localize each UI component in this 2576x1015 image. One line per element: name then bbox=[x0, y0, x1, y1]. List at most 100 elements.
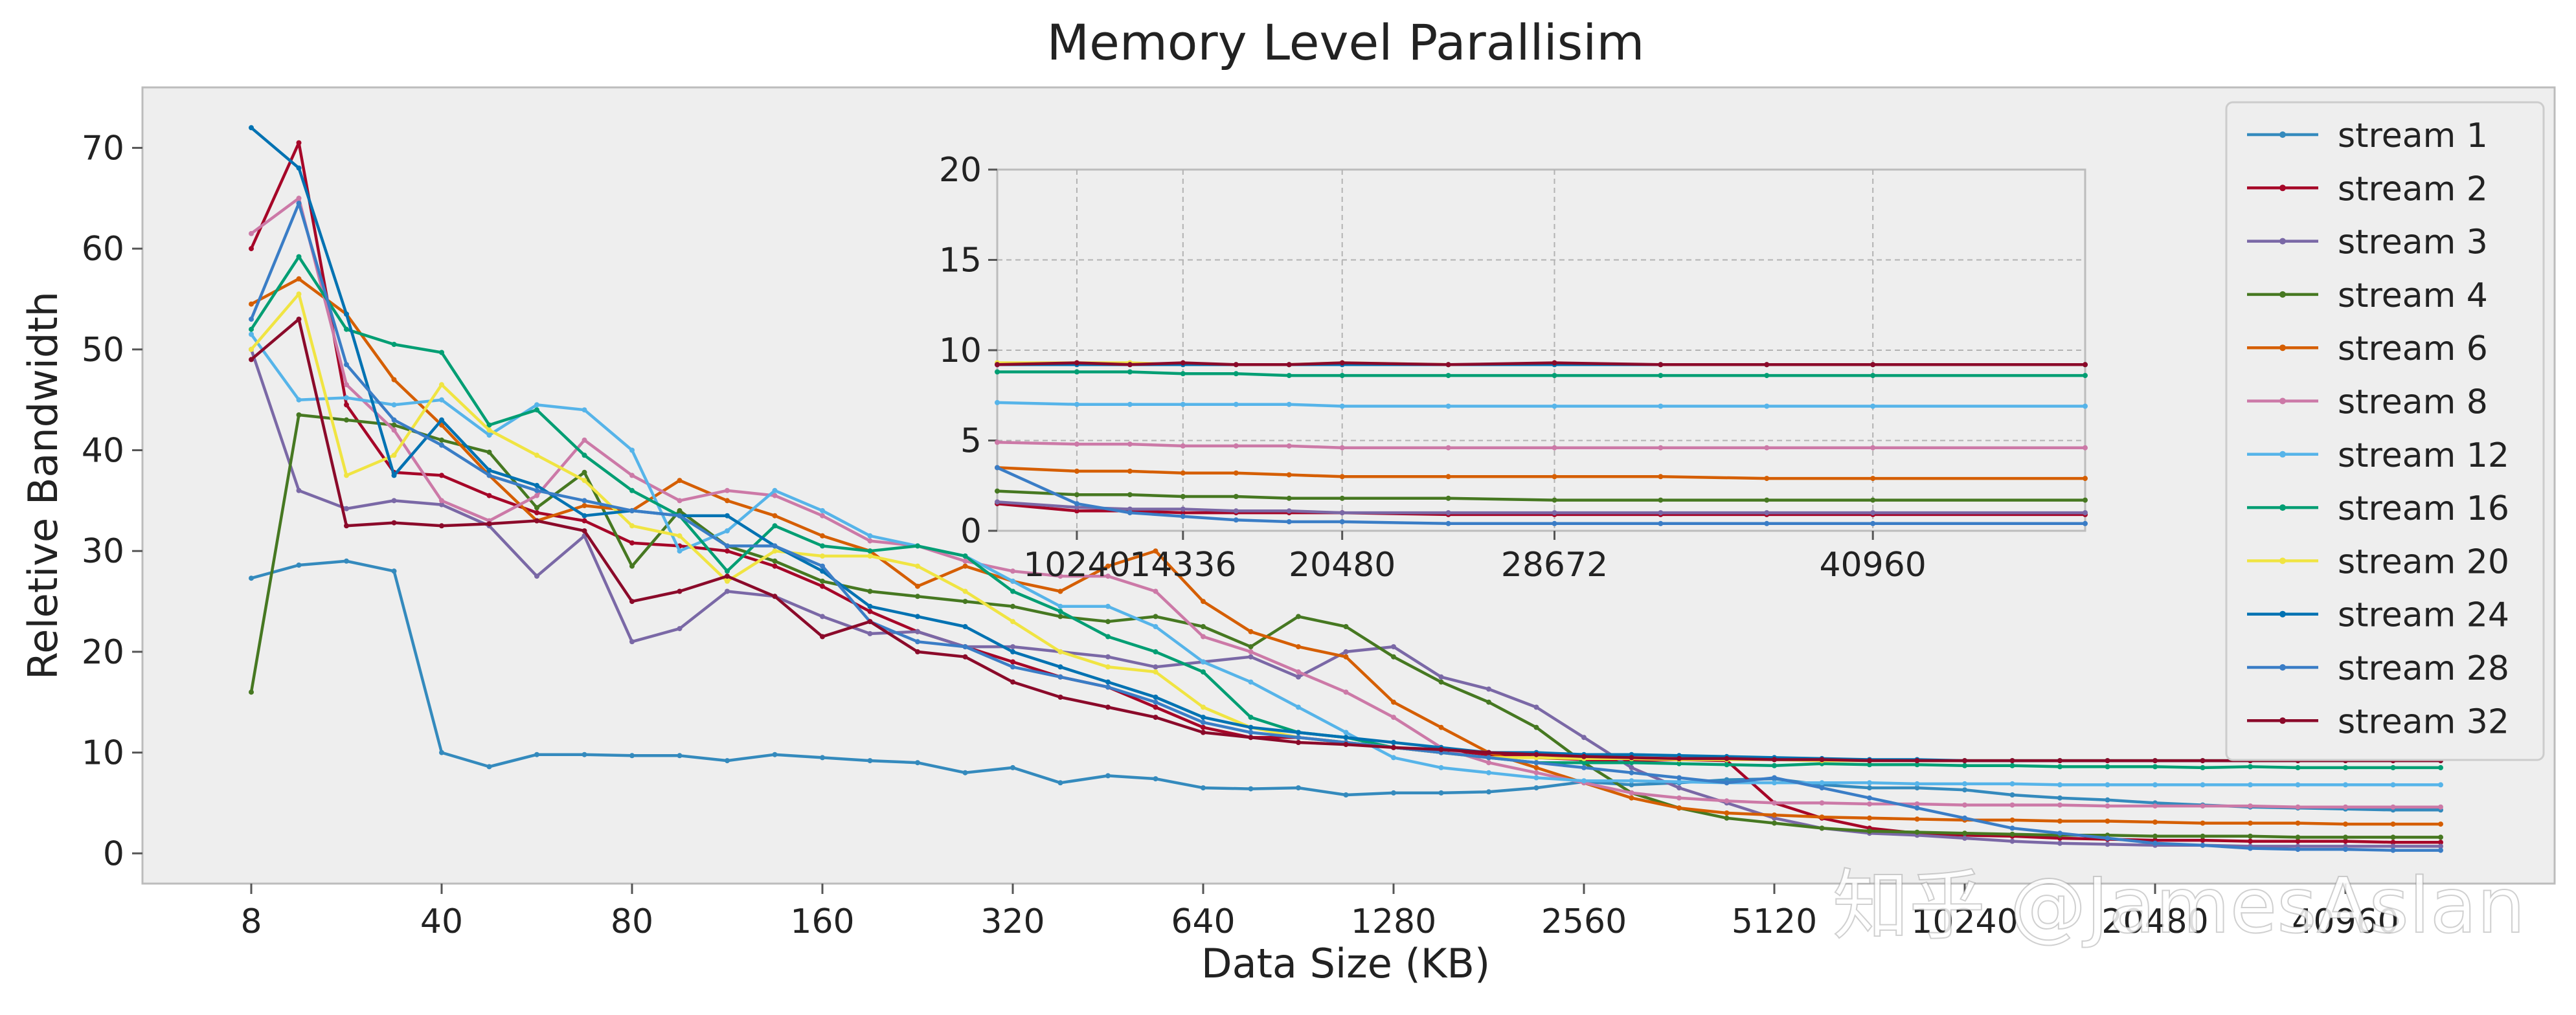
legend-label: stream 32 bbox=[2338, 702, 2509, 741]
y-tick-label: 40 bbox=[82, 432, 124, 471]
legend-marker bbox=[2279, 717, 2286, 724]
data-point bbox=[1581, 764, 1587, 770]
series-stream-32 bbox=[249, 317, 2443, 764]
data-point bbox=[1296, 740, 1301, 745]
data-point bbox=[2105, 797, 2110, 803]
data-point bbox=[915, 583, 920, 589]
data-point bbox=[582, 407, 587, 413]
data-point bbox=[344, 362, 349, 368]
inset-data-point bbox=[1127, 441, 1133, 447]
data-point bbox=[725, 548, 730, 554]
data-point bbox=[2390, 804, 2396, 810]
data-point bbox=[1343, 624, 1349, 629]
data-point bbox=[2295, 782, 2301, 788]
inset-data-point bbox=[1180, 513, 1186, 519]
inset-y-tick-label: 10 bbox=[939, 331, 982, 370]
inset-series-stream-3 bbox=[995, 499, 2088, 516]
data-point bbox=[915, 543, 920, 549]
x-tick-label: 2560 bbox=[1541, 902, 1627, 941]
inset-data-point bbox=[2083, 520, 2088, 526]
data-point bbox=[582, 478, 587, 484]
data-point bbox=[1724, 798, 1730, 804]
inset-data-point bbox=[1445, 445, 1451, 451]
inset-series-group bbox=[995, 360, 2088, 526]
data-point bbox=[1391, 654, 1396, 660]
data-point bbox=[629, 639, 635, 645]
inset-data-point bbox=[2083, 362, 2088, 368]
data-point bbox=[1057, 614, 1063, 619]
x-tick-label: 640 bbox=[1171, 902, 1235, 941]
data-point bbox=[915, 649, 920, 654]
inset-x-tick-label: 40960 bbox=[1819, 546, 1926, 585]
data-point bbox=[439, 397, 444, 403]
data-point bbox=[439, 442, 444, 448]
data-point bbox=[1962, 802, 1967, 808]
legend-marker bbox=[2279, 184, 2286, 192]
data-point bbox=[1201, 715, 1206, 720]
data-point bbox=[1914, 816, 1920, 822]
legend-label: stream 12 bbox=[2338, 436, 2509, 475]
data-point bbox=[582, 752, 587, 757]
inset-data-point bbox=[1870, 497, 1876, 503]
data-point bbox=[867, 630, 873, 636]
data-point bbox=[1248, 649, 1254, 654]
data-point bbox=[1772, 812, 1777, 818]
inset-data-point bbox=[1180, 360, 1186, 366]
data-point bbox=[820, 583, 825, 589]
data-point bbox=[867, 548, 873, 554]
inset-data-point bbox=[1552, 497, 1557, 503]
inset-data-point bbox=[1552, 474, 1557, 480]
inset-data-point bbox=[1286, 443, 1292, 449]
data-point bbox=[2105, 764, 2110, 770]
inset-x-tick-label: 20480 bbox=[1289, 546, 1395, 585]
data-point bbox=[2200, 820, 2206, 826]
data-point bbox=[1105, 704, 1111, 710]
data-point bbox=[1248, 629, 1254, 634]
y-tick-label: 20 bbox=[82, 633, 124, 672]
data-point bbox=[1581, 753, 1587, 759]
data-point bbox=[725, 528, 730, 534]
inset-data-point bbox=[1658, 362, 1664, 368]
inset-data-point bbox=[1552, 445, 1557, 451]
inset-data-point bbox=[1658, 373, 1664, 379]
data-point bbox=[1772, 775, 1777, 781]
data-point bbox=[725, 758, 730, 764]
inset-data-point bbox=[995, 362, 1000, 368]
data-point bbox=[486, 764, 492, 770]
data-point bbox=[2390, 834, 2396, 840]
data-point bbox=[1819, 785, 1825, 791]
chart-title: Memory Level Parallisim bbox=[1047, 14, 1645, 71]
data-point bbox=[677, 513, 683, 519]
data-point bbox=[1296, 730, 1301, 735]
data-point bbox=[867, 533, 873, 539]
legend-marker bbox=[2279, 610, 2286, 618]
data-point bbox=[1248, 644, 1254, 650]
data-point bbox=[2438, 847, 2443, 853]
inset-data-point bbox=[1074, 504, 1079, 510]
data-point bbox=[1962, 815, 1967, 821]
data-point bbox=[1629, 795, 1634, 801]
data-point bbox=[2248, 833, 2253, 839]
inset-data-point bbox=[2083, 445, 2088, 451]
data-point bbox=[296, 412, 302, 418]
legend-marker bbox=[2279, 291, 2286, 298]
inset-data-point bbox=[1764, 520, 1770, 526]
data-point bbox=[391, 452, 397, 458]
watermark: 知乎 @JamesAslan bbox=[1833, 861, 2525, 950]
data-point bbox=[1438, 679, 1444, 685]
data-point bbox=[820, 578, 825, 584]
inset-data-point bbox=[1074, 441, 1079, 447]
inset-data-point bbox=[1764, 362, 1770, 368]
data-point bbox=[2152, 820, 2158, 825]
y-tick-label: 30 bbox=[82, 532, 124, 571]
data-point bbox=[1248, 786, 1254, 792]
data-point bbox=[296, 195, 302, 201]
inset-data-point bbox=[1339, 495, 1345, 501]
data-point bbox=[629, 563, 635, 569]
data-point bbox=[1010, 603, 1015, 609]
data-point bbox=[1201, 624, 1206, 629]
inset-data-point bbox=[1658, 445, 1664, 451]
